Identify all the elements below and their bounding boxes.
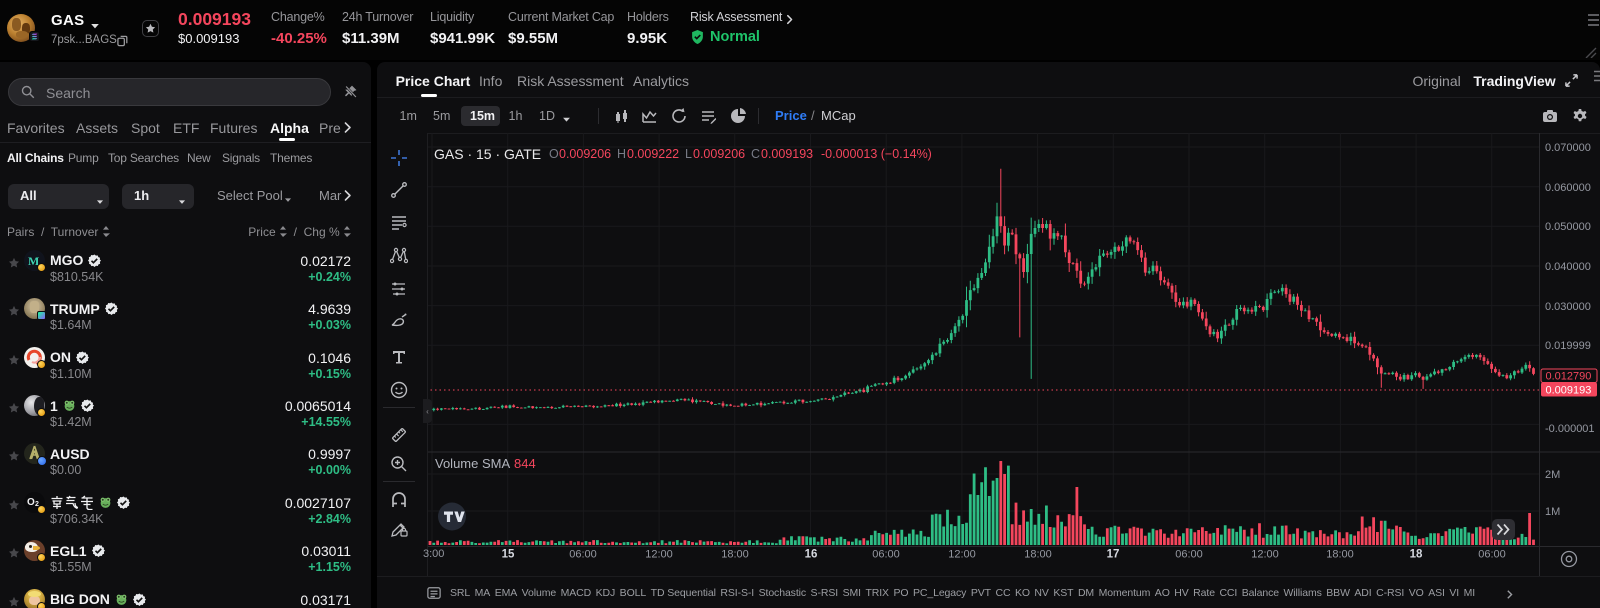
svg-text:12:00: 12:00	[1251, 549, 1279, 561]
svg-text:0.070000: 0.070000	[1545, 142, 1591, 154]
svg-text:0.019999: 0.019999	[1545, 340, 1591, 352]
svg-text:18:00: 18:00	[1326, 549, 1354, 561]
svg-text:12:00: 12:00	[948, 549, 976, 561]
svg-text:06:00: 06:00	[1175, 549, 1203, 561]
svg-text:-0.000013 (−0.14%): -0.000013 (−0.14%)	[821, 147, 932, 161]
svg-text:0.009206: 0.009206	[693, 147, 745, 161]
svg-text:0.030000: 0.030000	[1545, 301, 1591, 313]
svg-text:0.009206: 0.009206	[559, 147, 611, 161]
svg-text:0.040000: 0.040000	[1545, 261, 1591, 273]
svg-text:-0.000001: -0.000001	[1545, 423, 1595, 435]
svg-text:0.009193: 0.009193	[761, 147, 813, 161]
svg-text:06:00: 06:00	[1478, 549, 1506, 561]
svg-text:GAS · 15 · GATE: GAS · 15 · GATE	[434, 146, 541, 162]
svg-text:0.012790: 0.012790	[1546, 371, 1592, 383]
svg-text:844: 844	[514, 456, 536, 471]
svg-text:18:00: 18:00	[721, 549, 749, 561]
svg-text:1M: 1M	[1545, 506, 1560, 518]
svg-text:06:00: 06:00	[872, 549, 900, 561]
svg-text:0.009222: 0.009222	[627, 147, 679, 161]
svg-text:06:00: 06:00	[569, 549, 597, 561]
svg-text:L: L	[685, 147, 692, 161]
svg-text:15: 15	[502, 549, 515, 561]
svg-text:H: H	[617, 147, 626, 161]
svg-text:0.050000: 0.050000	[1545, 221, 1591, 233]
svg-text:18:00: 18:00	[1024, 549, 1052, 561]
svg-text:C: C	[751, 147, 760, 161]
svg-text:17: 17	[1107, 549, 1120, 561]
svg-text:0.060000: 0.060000	[1545, 182, 1591, 194]
svg-text:0.009193: 0.009193	[1546, 385, 1592, 397]
svg-text:2M: 2M	[1545, 469, 1560, 481]
svg-text:Volume SMA: Volume SMA	[435, 456, 510, 471]
svg-text:O: O	[549, 147, 559, 161]
svg-text:18: 18	[1410, 549, 1423, 561]
svg-text:16: 16	[805, 549, 818, 561]
svg-text:12:00: 12:00	[645, 549, 673, 561]
